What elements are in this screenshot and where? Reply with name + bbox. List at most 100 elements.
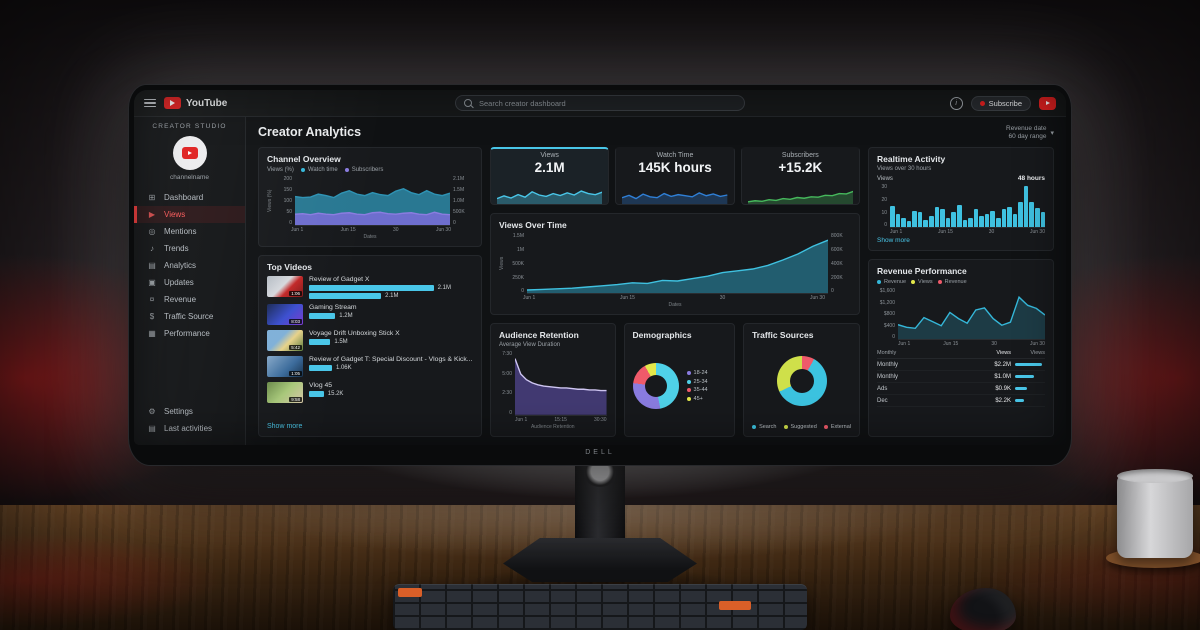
video-list-item[interactable]: 1:06 Review of Gadget X bbox=[267, 276, 473, 300]
show-more-link[interactable]: Show more bbox=[877, 237, 910, 245]
youtube-logo[interactable]: YouTube bbox=[164, 97, 227, 109]
sidebar-item-icon: ▤ bbox=[148, 261, 156, 270]
views-bar bbox=[309, 339, 331, 346]
video-title: Vlog 45 bbox=[309, 382, 333, 390]
video-title: Review of Gadget X bbox=[309, 276, 370, 284]
duration-badge: 5:42 bbox=[289, 345, 302, 351]
video-list-item[interactable]: 1:05 Review of Gadget T: Special Discoun… bbox=[267, 356, 473, 378]
chevron-down-icon: ▾ bbox=[1050, 130, 1054, 138]
legend-dot bbox=[686, 379, 691, 384]
account-chip[interactable]: Subscribe bbox=[970, 95, 1031, 111]
stat-label: Watch Time bbox=[656, 152, 694, 160]
x-axis-ticks: Jun 1 Jun 15 30 Jun 30 bbox=[898, 341, 1045, 348]
row-value: $2.2K bbox=[995, 397, 1011, 404]
top-videos-panel: Top Videos 1:06 Review of bbox=[258, 255, 482, 437]
legend-label: Search bbox=[759, 424, 777, 430]
sidebar-item[interactable]: ⊞ Dashboard bbox=[134, 189, 245, 206]
legend-item: 35-44 bbox=[686, 387, 708, 394]
views-count: 1.06K bbox=[335, 365, 352, 372]
sidebar-item-label: Mentions bbox=[164, 227, 197, 236]
legend-dot bbox=[752, 425, 757, 429]
video-list-item[interactable]: 8:03 Gaming Stream bbox=[267, 304, 473, 326]
monitor: YouTube i Subscribe CR bbox=[128, 84, 1072, 466]
legend-label: 35-44 bbox=[693, 387, 708, 394]
views-sparkline bbox=[497, 186, 603, 205]
monitor-stand-base bbox=[503, 538, 697, 582]
channel-avatar[interactable] bbox=[172, 136, 207, 170]
sidebar-item[interactable]: ▣ Updates bbox=[134, 274, 245, 291]
search-icon bbox=[464, 99, 472, 107]
sidebar-item[interactable]: ▶ Views bbox=[134, 206, 245, 223]
views-bar bbox=[309, 313, 336, 320]
legend-item: Revenue bbox=[937, 279, 967, 286]
sidebar-item[interactable]: ♪ Trends bbox=[134, 240, 245, 257]
youtube-app-icon[interactable] bbox=[1039, 96, 1056, 110]
info-icon[interactable]: i bbox=[949, 96, 963, 110]
audience-retention-chart bbox=[515, 351, 607, 416]
video-list-item[interactable]: 5:42 Voyage Drift Unboxing Stick X bbox=[267, 330, 473, 352]
search-input[interactable] bbox=[477, 97, 736, 109]
revenue-table: Monthly Views Views Monthly $2 bbox=[877, 350, 1045, 408]
panel-title: Audience Retention bbox=[499, 330, 579, 341]
sidebar-footer-item[interactable]: ▤ Last activities bbox=[134, 420, 245, 437]
sidebar-item-label: Dashboard bbox=[164, 193, 204, 202]
demographics-donut-chart bbox=[632, 363, 679, 410]
video-list-item[interactable]: 9:58 Vlog 45 bbox=[267, 382, 473, 404]
y-axis-ticks: 200 150 100 50 0 bbox=[283, 176, 292, 227]
stat-label: Subscribers bbox=[781, 152, 819, 160]
sidebar-item[interactable]: ▤ Analytics bbox=[134, 257, 245, 274]
video-thumbnail: 1:06 bbox=[267, 276, 303, 298]
sidebar-footer-item[interactable]: ⚙ Settings bbox=[134, 403, 245, 420]
row-bar bbox=[1015, 375, 1034, 379]
stat-card-views[interactable]: Views 2.1M bbox=[490, 147, 610, 206]
row-label: Ads bbox=[877, 385, 888, 392]
legend-dot bbox=[911, 280, 916, 285]
sidebar-item[interactable]: $ Traffic Source bbox=[134, 308, 245, 325]
demographics-legend: 18-24 25-34 bbox=[686, 370, 708, 402]
x-axis-ticks: Jun 1 Jun 15 30 Jun 30 bbox=[890, 229, 1045, 236]
sidebar-item-label: Views bbox=[164, 210, 186, 219]
panel-title: Realtime Activity bbox=[877, 154, 946, 165]
video-thumbnail: 5:42 bbox=[267, 330, 303, 352]
revenue-performance-panel: Revenue Performance Revenue bbox=[868, 259, 1054, 437]
traffic-sources-panel: Traffic Sources Search bbox=[743, 323, 860, 437]
sidebar-item[interactable]: ◎ Mentions bbox=[134, 223, 245, 240]
sidebar-footer-label: Last activities bbox=[164, 424, 213, 433]
hamburger-menu-icon[interactable] bbox=[144, 98, 156, 108]
views-bar bbox=[309, 285, 434, 292]
legend-dot bbox=[686, 371, 691, 376]
legend-item: Suggested bbox=[783, 424, 817, 430]
table-row: Monthly $1.0M bbox=[877, 371, 1045, 384]
channel-name: channelname bbox=[169, 174, 210, 181]
search-bar[interactable] bbox=[455, 95, 745, 111]
sidebar-item[interactable]: ▦ Performance bbox=[134, 325, 245, 342]
legend-item: Watch time bbox=[300, 167, 338, 174]
row-value: $1.0M bbox=[994, 373, 1011, 380]
show-more-link[interactable]: Show more bbox=[267, 423, 303, 430]
legend-dot bbox=[877, 280, 881, 285]
y-axis-label: Views bbox=[499, 257, 505, 271]
panel-title: Views Over Time bbox=[499, 220, 567, 231]
legend-dot bbox=[823, 425, 828, 429]
stat-label: Views bbox=[540, 152, 559, 160]
realtime-activity-panel: Realtime Activity Views over 30 hours Vi… bbox=[868, 147, 1054, 252]
views-over-time-panel: Views Over Time Views 1.5M 1M 500K 250K 0 80… bbox=[490, 213, 860, 316]
stat-card-subscribers[interactable]: Subscribers +15.2K bbox=[740, 147, 860, 206]
stat-card-watch-time[interactable]: Watch Time 145K hours bbox=[615, 147, 735, 206]
legend-label: External bbox=[830, 424, 851, 430]
legend-dot bbox=[686, 388, 691, 393]
duration-badge: 1:05 bbox=[289, 371, 302, 377]
duration-badge: 9:58 bbox=[289, 397, 302, 403]
stat-value: 2.1M bbox=[534, 160, 565, 176]
date-range-filter[interactable]: Revenue date 60 day range ▾ bbox=[1006, 125, 1054, 141]
legend-label: Revenue bbox=[944, 279, 967, 286]
sidebar-item-icon: ▣ bbox=[148, 278, 156, 287]
sidebar-item[interactable]: ¤ Revenue bbox=[134, 291, 245, 308]
legend-item: Revenue bbox=[877, 279, 906, 285]
views-bar bbox=[309, 365, 332, 372]
panel-subtitle: Views over 30 hours bbox=[877, 166, 932, 173]
panel-subtitle: Average View Duration bbox=[499, 342, 561, 349]
legend-label: Watch time bbox=[307, 167, 338, 174]
panel-title: Revenue Performance bbox=[877, 266, 967, 277]
views-count: 15.2K bbox=[327, 391, 344, 398]
